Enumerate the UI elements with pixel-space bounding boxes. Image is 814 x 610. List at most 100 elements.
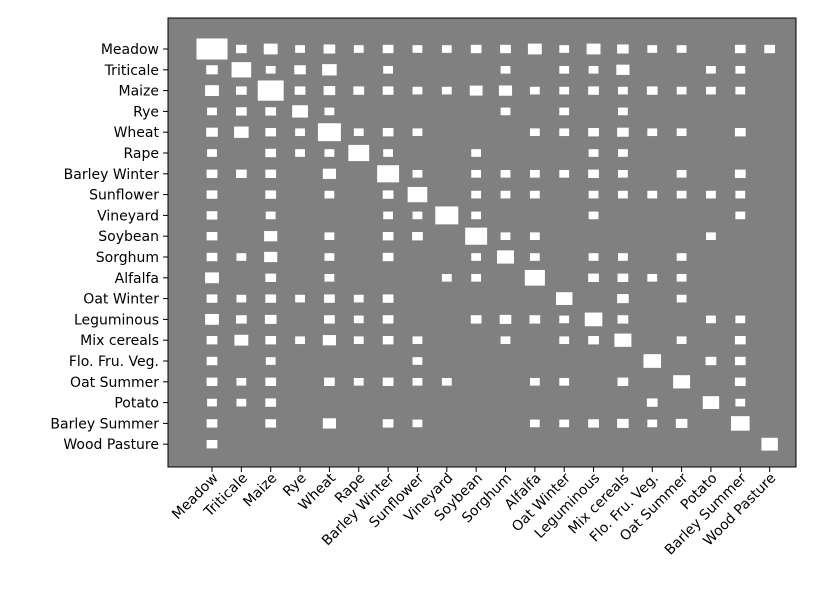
cell-mix-cereals-oat-summer: [676, 336, 687, 345]
cell-oat-winter-wheat: [324, 294, 335, 303]
cell-oat-summer-maize: [265, 377, 277, 386]
cell-sorghum-leguminous: [588, 253, 599, 261]
cell-soybean-potato: [706, 232, 716, 241]
x-tick-label: Maize: [240, 470, 280, 510]
cell-rape-wheat: [324, 149, 335, 157]
cell-rye-maize: [265, 107, 277, 116]
cell-sunflower-alfalfa: [529, 190, 540, 199]
y-tick-label: Triticale: [104, 63, 159, 79]
cell-wheat-maize: [265, 128, 277, 137]
cell-mix-cereals-barley-winter: [382, 336, 394, 345]
cell-triticale-barley-winter: [383, 65, 393, 74]
cell-triticale-triticale: [231, 62, 252, 78]
cell-oat-summer-sunflower: [412, 377, 423, 386]
cell-mix-cereals-rye: [295, 336, 305, 345]
cell-meadow-alfalfa: [527, 43, 542, 55]
cell-meadow-soybean: [470, 44, 482, 54]
cell-soybean-barley-winter: [382, 232, 394, 241]
cell-barley-summer-flo-fru-veg-: [647, 419, 658, 428]
cell-vineyard-maize: [265, 211, 276, 220]
cell-vineyard-barley-winter: [383, 211, 393, 220]
cell-rape-maize: [265, 148, 277, 158]
cell-alfalfa-vineyard: [441, 273, 452, 282]
cell-barley-winter-oat-summer: [676, 169, 687, 178]
cell-vineyard-barley-summer: [735, 211, 746, 220]
cell-meadow-sunflower: [412, 45, 423, 53]
cell-oat-summer-barley-summer: [734, 377, 746, 386]
cell-sorghum-sorghum: [497, 250, 514, 264]
cell-sorghum-oat-summer: [676, 253, 687, 261]
cell-maize-potato: [706, 86, 716, 95]
cell-rape-rye: [295, 149, 305, 157]
cell-mix-cereals-meadow: [206, 336, 218, 345]
cell-potato-triticale: [236, 398, 247, 407]
cell-sunflower-potato: [706, 190, 716, 199]
cell-triticale-oat-winter: [559, 65, 570, 74]
cell-mix-cereals-mix-cereals: [614, 333, 632, 347]
cell-barley-winter-sorghum: [500, 169, 511, 178]
cell-triticale-sorghum: [500, 65, 511, 74]
cell-leguminous-potato: [706, 315, 716, 324]
cell-mix-cereals-triticale: [234, 334, 249, 346]
cell-triticale-leguminous: [588, 65, 599, 74]
cell-oat-winter-mix-cereals: [617, 294, 629, 304]
cell-alfalfa-flo-fru-veg-: [647, 273, 658, 282]
cell-barley-winter-oat-winter: [559, 169, 570, 178]
cell-sorghum-mix-cereals: [618, 253, 628, 261]
cell-maize-flo-fru-veg-: [646, 86, 658, 95]
cell-barley-winter-sunflower: [412, 169, 423, 178]
cell-leguminous-maize: [264, 314, 277, 324]
cell-alfalfa-alfalfa: [524, 269, 545, 286]
cell-flo-fru-veg--sunflower: [412, 357, 423, 365]
cell-oat-winter-oat-winter: [556, 292, 573, 305]
cell-leguminous-alfalfa: [529, 315, 541, 324]
cell-soybean-meadow: [206, 232, 218, 241]
cell-sorghum-meadow: [206, 252, 218, 262]
cell-sunflower-barley-summer: [735, 190, 746, 199]
cell-maize-vineyard: [441, 86, 452, 95]
cell-barley-winter-meadow: [206, 169, 218, 178]
cell-flo-fru-veg--meadow: [206, 356, 218, 366]
cell-wheat-oat-summer: [676, 128, 687, 137]
cell-oat-summer-rape: [353, 377, 364, 386]
y-tick-label: Rape: [124, 146, 160, 162]
cell-mix-cereals-oat-winter: [559, 336, 570, 345]
cell-rye-sorghum: [500, 107, 511, 116]
y-tick-label: Vineyard: [97, 208, 159, 224]
cell-barley-summer-wheat: [322, 418, 336, 429]
cell-vineyard-meadow: [206, 211, 218, 220]
cell-wheat-alfalfa: [529, 128, 540, 137]
cell-leguminous-soybean: [470, 315, 482, 324]
cell-triticale-mix-cereals: [616, 64, 630, 75]
cell-wheat-barley-winter: [382, 128, 394, 137]
cell-barley-summer-oat-winter: [559, 419, 570, 428]
cell-sunflower-sorghum: [500, 190, 511, 199]
cell-wheat-meadow: [206, 127, 218, 137]
cell-rye-meadow: [207, 107, 217, 116]
y-tick-label: Soybean: [98, 229, 159, 245]
cell-oat-winter-rye: [295, 294, 305, 303]
cell-maize-barley-summer: [735, 86, 746, 95]
cell-potato-flo-fru-veg-: [646, 398, 658, 407]
cell-alfalfa-wheat: [324, 273, 335, 282]
cell-triticale-potato: [706, 65, 716, 74]
cell-maize-rape: [353, 86, 365, 95]
cell-alfalfa-mix-cereals: [617, 273, 629, 282]
cell-rye-wheat: [324, 107, 335, 116]
cell-leguminous-meadow: [205, 313, 219, 325]
cell-wheat-wheat: [317, 123, 341, 142]
cell-triticale-meadow: [206, 65, 218, 75]
x-tick-marks: [211, 467, 771, 472]
y-tick-label: Maize: [118, 84, 159, 100]
cell-rye-rye: [292, 105, 308, 118]
cell-sorghum-maize: [264, 251, 278, 263]
y-tick-label: Flo. Fru. Veg.: [69, 354, 159, 370]
cell-wheat-oat-winter: [559, 128, 570, 137]
cell-rye-oat-winter: [559, 107, 570, 116]
y-tick-label: Rye: [133, 104, 159, 120]
y-tick-label: Wheat: [114, 125, 160, 141]
cell-sunflower-wheat: [324, 190, 335, 199]
cell-oat-summer-meadow: [206, 377, 218, 386]
cell-mix-cereals-wheat: [322, 335, 336, 346]
